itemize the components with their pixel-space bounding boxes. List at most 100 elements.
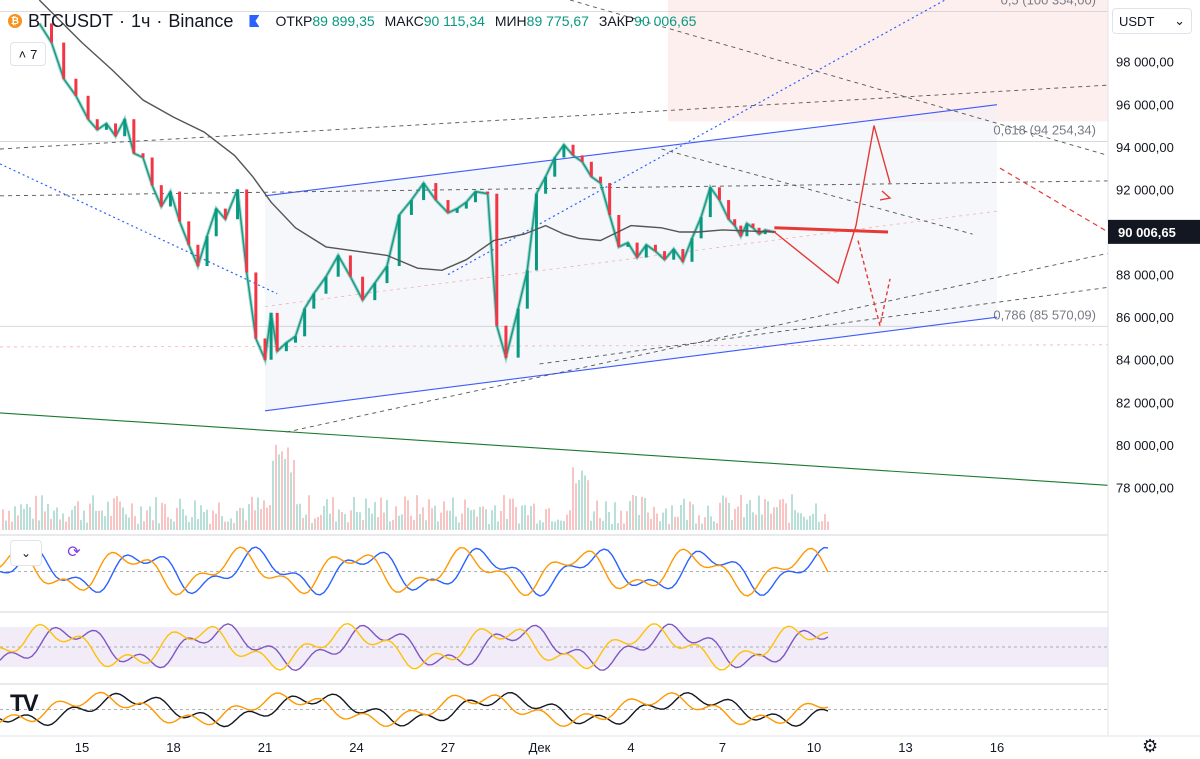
currency-select[interactable]: USDT ⌄ [1112,8,1192,34]
candle [434,183,438,201]
volume-bar [359,512,361,530]
candle [751,223,755,228]
volume-bar [122,507,124,530]
volume-bar [50,518,52,530]
volume-bar [575,483,577,530]
candle [608,183,612,215]
sync-button[interactable]: ⟳ [62,540,86,564]
volume-bar [806,519,808,530]
volume-bar [422,507,424,530]
y-tick-label: 92 000,00 [1116,182,1174,197]
volume-bar [731,520,733,530]
candle [635,242,639,258]
candle [516,308,520,358]
volume-bar [269,504,271,530]
volume-bar [515,506,517,530]
volume-bar [617,523,619,530]
volume-bar [782,498,784,530]
symbol-header: ₿ BTCUSDT · 1ч · Binance ОТКР89 899,35 М… [8,6,702,36]
fib-level-label: 0,786 (85 570,09) [993,307,1096,322]
volume-bar [314,518,316,530]
candle [114,123,118,137]
fib-level-label: 0,618 (94 254,34) [993,122,1096,137]
volume-bar [551,521,553,530]
volume-bar [428,499,430,530]
settings-gear-icon[interactable]: ⚙ [1142,736,1159,756]
volume-bar [791,494,793,530]
volume-bar [323,506,325,530]
volume-bar [527,515,529,530]
x-tick-label: 15 [75,740,89,755]
indicators-toggle[interactable]: ˄ 7 [10,42,46,66]
volume-bar [47,503,49,530]
macd-series-line [0,546,829,597]
volume-bar [263,500,265,530]
volume-bar [290,472,292,530]
candle [187,221,191,245]
interval-label[interactable]: 1ч [131,10,151,31]
volume-bar [740,494,742,530]
symbol-name[interactable]: BTCUSDT [28,10,113,31]
volume-bar [137,523,139,530]
price-axis: 98 000,00 96 000,00 94 000,00 92 000,00 88 0… [1107,0,1200,735]
volume-bar [614,502,616,530]
volume-bar [467,507,469,530]
volume-bar [512,498,514,530]
volume-bar [383,512,385,530]
volume-bar [815,503,817,530]
volume-bar [146,510,148,530]
volume-bar [179,498,181,530]
volume-bar [542,522,544,530]
volume-bar [764,499,766,530]
chevron-down-icon: ⌄ [1174,13,1185,28]
volume-bar [203,511,205,530]
candle [223,208,227,220]
candle [373,283,377,301]
volume-bar [215,513,217,530]
volume-bar [797,512,799,530]
collapse-pane-button[interactable]: ⌄ [10,540,42,566]
candle [599,176,602,184]
volume-bar [326,499,328,530]
volume-bar [662,512,664,530]
channel-lower-line [264,316,998,412]
volume-bar [524,505,526,530]
volume-bar [401,514,403,530]
volume-bar [182,509,184,530]
candle [422,183,426,201]
volume-bar [278,454,280,530]
flag-icon[interactable] [249,15,260,27]
volume-bar [506,518,508,530]
candle [553,157,557,177]
candle [336,255,340,277]
volume-bar [629,501,631,530]
current-price-marker-line [774,226,889,234]
high-label: МАКС [384,13,424,29]
volume-bar [389,521,391,530]
rsi-series-line [0,622,829,671]
volume-bar [167,517,169,530]
volume-bar [335,521,337,530]
volume-bar [827,521,829,530]
volume-bar [509,498,511,530]
candle [571,144,575,156]
volume-bar [443,501,445,530]
volume-bar [386,499,388,530]
candle [562,144,566,158]
volume-bar [803,516,805,530]
volume-bar [68,516,70,530]
forecast-arrowhead [879,190,892,201]
volume-bar [818,521,820,530]
volume-bar [674,516,676,530]
macd-series-line [0,546,829,597]
volume-bar [518,523,520,530]
candle [589,161,593,177]
stoch-series-line [0,691,829,728]
volume-bar [110,515,112,530]
volume-bar [206,509,208,530]
red-dashed-line [0,344,1109,348]
dotted-trend-line [0,163,278,295]
volume-bar [254,510,256,530]
volume-bar [749,500,751,530]
